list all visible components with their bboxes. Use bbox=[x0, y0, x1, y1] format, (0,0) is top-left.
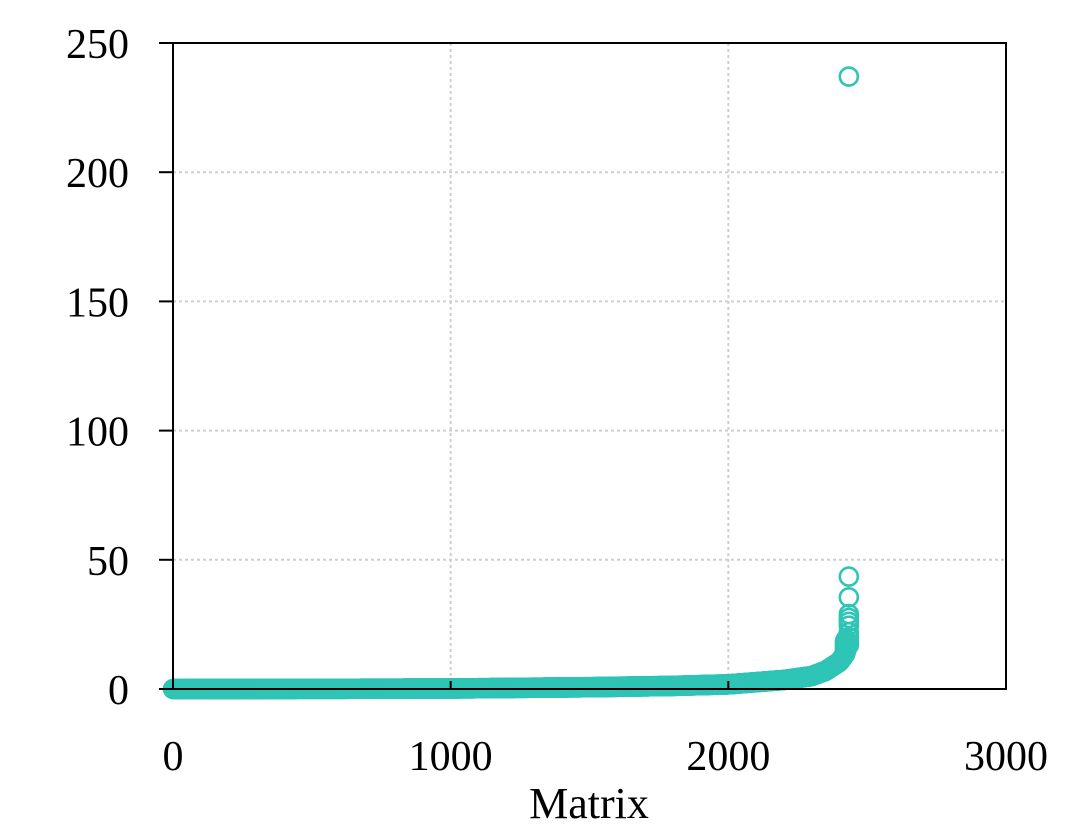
x-tick-label: 0 bbox=[163, 734, 184, 780]
data-point bbox=[838, 566, 860, 587]
x-tick-label: 3000 bbox=[964, 734, 1048, 780]
data-point bbox=[838, 586, 860, 608]
plot-frame bbox=[172, 42, 1007, 690]
x-axis-label: Matrix bbox=[529, 779, 649, 828]
y-tick-label: 200 bbox=[66, 151, 129, 197]
y-tick-label: 250 bbox=[66, 22, 129, 68]
x-tick-label: 2000 bbox=[686, 734, 770, 780]
data-point bbox=[838, 66, 860, 87]
data-point bbox=[838, 627, 860, 648]
y-tick-label: 150 bbox=[66, 280, 129, 326]
y-tick-label: 0 bbox=[108, 668, 129, 714]
axis-ticks: 0 1000 2000 3000 0 50 100 150 200 250 bbox=[66, 22, 1048, 780]
data-points bbox=[162, 66, 860, 700]
grid bbox=[173, 43, 1006, 689]
y-tick-label: 100 bbox=[66, 410, 129, 456]
y-tick-label: 50 bbox=[87, 539, 129, 585]
x-tick-label: 1000 bbox=[409, 734, 493, 780]
